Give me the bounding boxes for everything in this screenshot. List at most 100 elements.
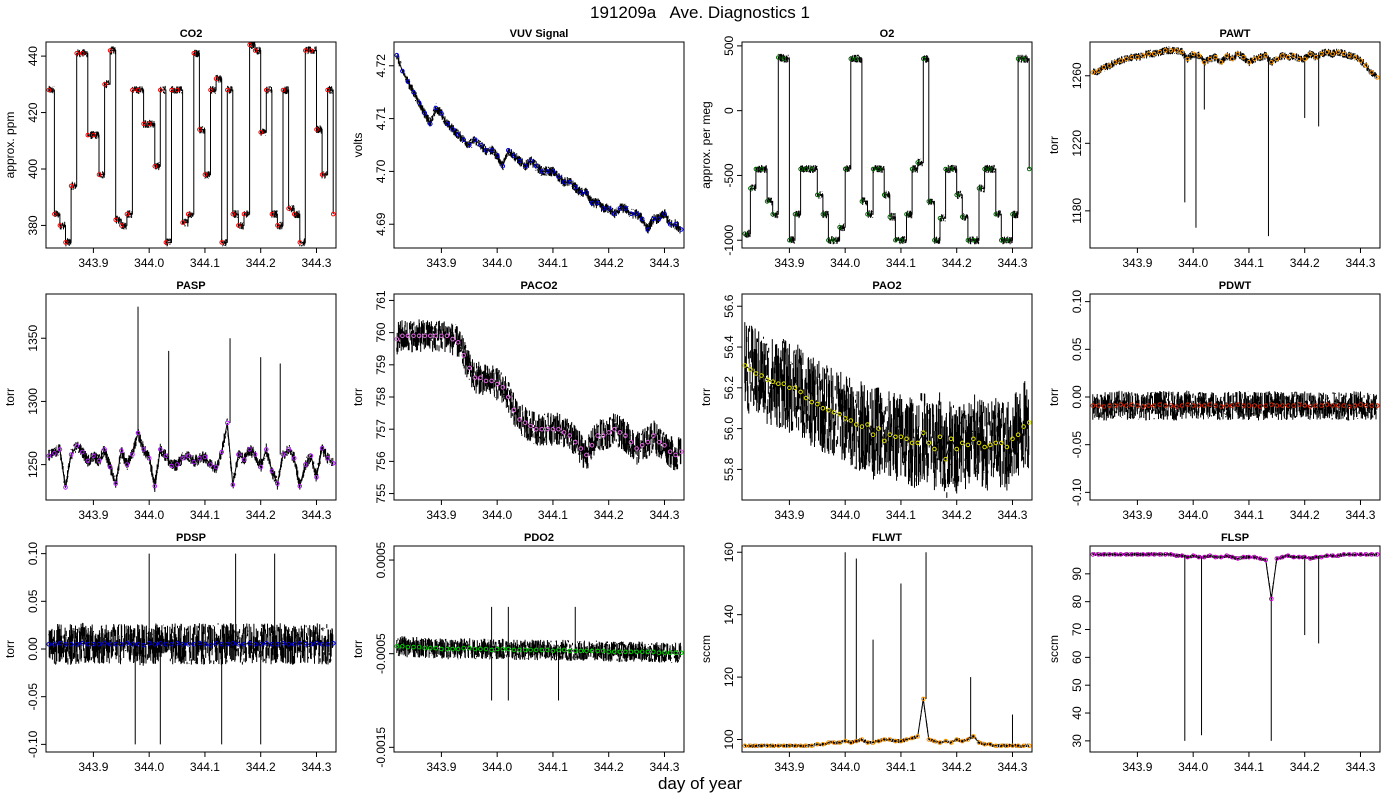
data-point bbox=[1157, 49, 1162, 55]
data-point bbox=[859, 424, 865, 429]
x-tick-label: 343.9 bbox=[78, 760, 108, 774]
y-tick-label: 756 bbox=[374, 451, 388, 471]
data-point bbox=[999, 440, 1004, 446]
data-point bbox=[770, 379, 776, 385]
data-point bbox=[416, 333, 422, 339]
data-point bbox=[606, 649, 612, 655]
data-point bbox=[1112, 403, 1118, 408]
raw-signal bbox=[1092, 46, 1378, 79]
panel-title: PACO2 bbox=[520, 280, 557, 292]
data-point bbox=[1369, 552, 1374, 557]
data-point bbox=[258, 130, 264, 135]
data-point bbox=[971, 237, 976, 243]
y-axis-label: torr bbox=[1047, 388, 1061, 406]
data-point bbox=[561, 647, 567, 653]
data-point bbox=[297, 240, 303, 245]
data-point bbox=[213, 464, 219, 470]
data-point bbox=[303, 462, 308, 467]
data-point bbox=[943, 456, 948, 462]
data-point bbox=[932, 738, 937, 744]
data-point bbox=[1101, 552, 1107, 557]
data-point bbox=[803, 743, 809, 749]
data-point bbox=[1335, 403, 1341, 408]
data-point bbox=[1174, 404, 1179, 409]
y-tick-label: 4.70 bbox=[374, 159, 388, 183]
x-tick-label: 344.2 bbox=[1290, 760, 1320, 774]
data-point bbox=[405, 644, 411, 650]
series-line bbox=[744, 698, 1030, 747]
data-point bbox=[252, 48, 258, 53]
data-point bbox=[662, 443, 667, 448]
data-point bbox=[1313, 403, 1319, 408]
data-point bbox=[954, 192, 960, 198]
data-point bbox=[887, 737, 893, 742]
data-point bbox=[1140, 552, 1146, 557]
data-point bbox=[202, 172, 208, 177]
data-point bbox=[1302, 56, 1307, 62]
data-point bbox=[422, 333, 428, 339]
y-tick-label: 50 bbox=[1070, 678, 1084, 692]
data-point bbox=[236, 452, 241, 457]
data-point bbox=[500, 163, 506, 169]
data-point bbox=[1090, 552, 1096, 557]
data-point bbox=[854, 422, 859, 427]
data-point bbox=[1207, 402, 1213, 407]
data-point bbox=[405, 333, 411, 339]
panel-flwt: FLWT sccm 343.9 344.0 344.1 344.2 344.3 100 120 1… bbox=[699, 532, 1033, 774]
panel-vuv-signal: VUV Signal volts 343.9 344.0 344.1 344.2 344.3… bbox=[351, 28, 685, 270]
data-point bbox=[483, 148, 489, 153]
data-point bbox=[1246, 554, 1252, 560]
data-point bbox=[1374, 403, 1380, 408]
data-point bbox=[1146, 552, 1151, 557]
data-point bbox=[1308, 556, 1313, 561]
data-point bbox=[893, 237, 898, 243]
data-point bbox=[1196, 403, 1202, 408]
y-axis-label: volts bbox=[351, 133, 365, 158]
data-point bbox=[937, 740, 943, 745]
y-tick-label: 0.00 bbox=[1070, 385, 1084, 409]
panel-title: PAWT bbox=[1220, 28, 1251, 40]
data-point bbox=[325, 641, 330, 647]
data-point bbox=[46, 641, 52, 647]
data-point bbox=[909, 166, 915, 172]
y-tick-label: -1000 bbox=[722, 225, 736, 256]
data-point bbox=[247, 447, 252, 452]
data-point bbox=[522, 163, 528, 169]
data-point bbox=[146, 641, 152, 646]
y-axis-label: torr bbox=[3, 388, 17, 406]
data-point bbox=[1235, 402, 1241, 407]
data-point bbox=[280, 87, 286, 93]
data-point bbox=[1313, 54, 1319, 60]
data-point bbox=[102, 641, 107, 646]
data-point bbox=[1021, 743, 1026, 749]
x-tick-label: 344.3 bbox=[649, 256, 679, 270]
x-tick-label: 344.1 bbox=[190, 508, 220, 522]
x-tick-label: 344.0 bbox=[830, 508, 860, 522]
data-point bbox=[826, 408, 831, 413]
data-point bbox=[753, 371, 759, 376]
x-tick-label: 344.2 bbox=[246, 256, 276, 270]
data-point bbox=[422, 645, 428, 651]
panel-title: CO2 bbox=[180, 28, 203, 40]
plot-frame bbox=[741, 545, 1033, 753]
x-tick-label: 343.9 bbox=[774, 760, 804, 774]
data-point bbox=[809, 399, 815, 405]
panel-pawt: PAWT torr 343.9 344.0 344.1 344.2 344.3 1180 122… bbox=[1047, 28, 1381, 270]
plot-frame bbox=[1089, 293, 1381, 501]
data-point bbox=[848, 418, 854, 423]
data-point bbox=[948, 166, 954, 172]
data-point bbox=[573, 648, 578, 654]
data-point bbox=[450, 646, 455, 652]
data-point bbox=[589, 648, 595, 654]
data-point bbox=[617, 649, 623, 655]
data-point bbox=[798, 166, 803, 172]
data-point bbox=[1157, 552, 1162, 557]
data-point bbox=[617, 430, 623, 435]
x-tick-label: 344.1 bbox=[538, 760, 568, 774]
data-point bbox=[455, 340, 461, 345]
panel-title: PASP bbox=[176, 280, 205, 292]
panel-flsp: FLSP sccm 343.9 344.0 344.1 344.2 344.3 30 40 50 6… bbox=[1047, 532, 1381, 774]
data-point bbox=[1207, 553, 1213, 559]
data-point bbox=[1179, 553, 1185, 559]
data-point bbox=[472, 137, 478, 142]
